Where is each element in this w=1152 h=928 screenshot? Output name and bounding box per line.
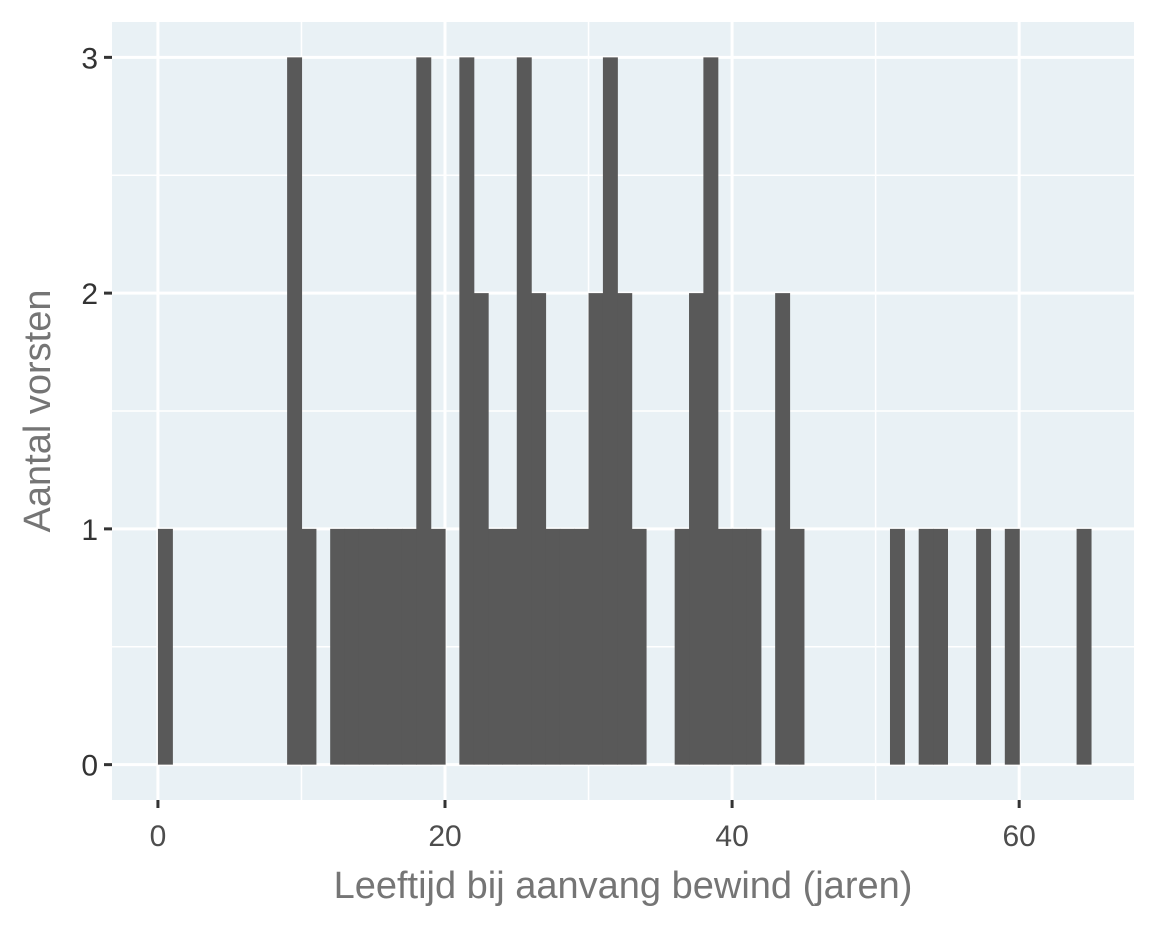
histogram-bar: [473, 293, 489, 765]
histogram-bar: [531, 293, 547, 765]
histogram-bar: [976, 528, 992, 765]
histogram-bar: [559, 528, 575, 765]
x-tick-label: 40: [715, 820, 748, 853]
histogram-bar: [387, 528, 403, 765]
x-tick-label: 20: [428, 820, 461, 853]
histogram-bar: [703, 57, 719, 765]
y-axis-ticks: 0 1 2 3: [81, 42, 112, 783]
histogram-bar: [157, 528, 173, 765]
histogram-bar: [516, 57, 532, 765]
x-axis-ticks: 0 20 40 60: [150, 800, 1036, 853]
x-axis-title: Leeftijd bij aanvang bewind (jaren): [334, 865, 913, 907]
histogram-bars: [157, 57, 1092, 765]
histogram-bar: [617, 293, 633, 765]
x-tick-label: 0: [150, 820, 167, 853]
histogram-bar: [732, 528, 748, 765]
histogram-bar: [330, 528, 346, 765]
histogram-bar: [918, 528, 934, 765]
histogram-bar: [344, 528, 360, 765]
histogram-bar: [674, 528, 690, 765]
histogram-bar: [459, 57, 475, 765]
histogram-bar: [416, 57, 432, 765]
y-tick-label: 2: [81, 278, 98, 311]
histogram-bar: [373, 528, 389, 765]
histogram-bar: [588, 293, 604, 765]
histogram-bar: [358, 528, 374, 765]
histogram-bar: [746, 528, 762, 765]
histogram-bar: [631, 528, 647, 765]
histogram-bar: [301, 528, 317, 765]
histogram-bar: [430, 528, 446, 765]
histogram-bar: [717, 528, 733, 765]
histogram-bar: [889, 528, 905, 765]
histogram-bar: [789, 528, 805, 765]
histogram-bar: [502, 528, 518, 765]
y-tick-label: 3: [81, 42, 98, 75]
histogram-bar: [574, 528, 590, 765]
histogram-bar: [401, 528, 417, 765]
x-tick-label: 60: [1002, 820, 1035, 853]
histogram-bar: [1076, 528, 1092, 765]
histogram-bar: [1004, 528, 1020, 765]
histogram-bar: [689, 293, 704, 765]
histogram-bar: [933, 528, 948, 765]
histogram-bar: [775, 293, 791, 765]
y-axis-title: Aantal vorsten: [17, 290, 59, 533]
histogram-bar: [545, 528, 561, 765]
histogram-bar: [488, 528, 504, 765]
y-tick-label: 1: [81, 514, 98, 547]
histogram-bar: [287, 57, 303, 765]
histogram-bar: [602, 57, 618, 765]
y-tick-label: 0: [81, 750, 98, 783]
